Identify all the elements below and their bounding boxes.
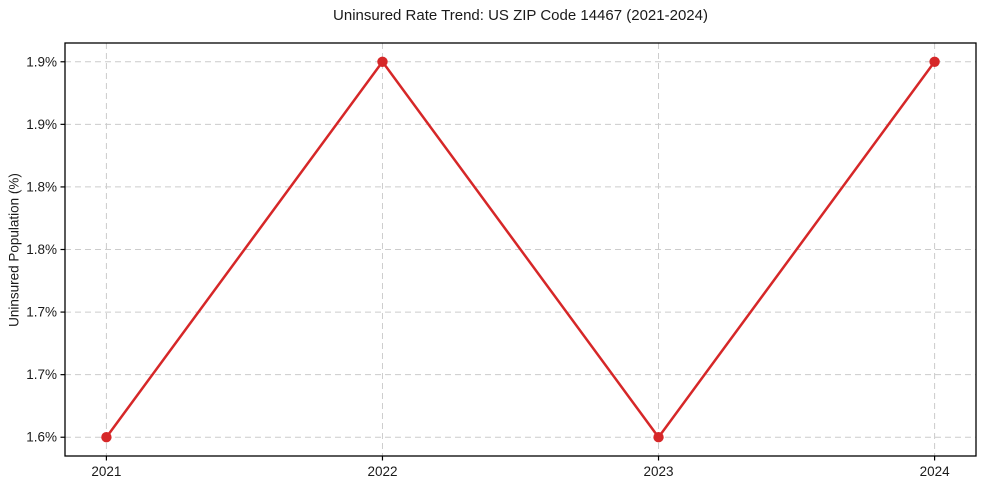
y-tick-label: 1.7% [26, 367, 57, 382]
y-tick-label: 1.9% [26, 54, 57, 69]
x-tick-label: 2024 [920, 464, 951, 479]
data-point [929, 56, 940, 67]
y-axis-label: Uninsured Population (%) [6, 173, 22, 327]
data-point [377, 56, 388, 67]
trend-line [105, 60, 936, 439]
x-tick-label: 2021 [91, 464, 121, 479]
x-tick-label: 2023 [644, 464, 674, 479]
x-tick-label: 2022 [367, 464, 397, 479]
data-point [653, 432, 664, 443]
chart-title: Uninsured Rate Trend: US ZIP Code 14467 … [333, 7, 708, 24]
y-tick-label: 1.8% [26, 179, 57, 194]
y-tick-label: 1.8% [26, 242, 57, 257]
y-tick-label: 1.6% [26, 430, 57, 445]
y-tick-label: 1.7% [26, 305, 57, 320]
y-tick-label: 1.9% [26, 117, 57, 132]
data-point [101, 432, 112, 443]
